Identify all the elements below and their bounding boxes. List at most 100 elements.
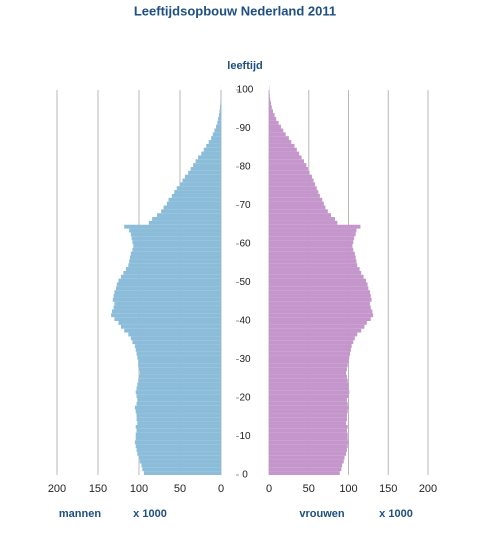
x-tick-label: 50 xyxy=(174,483,186,495)
bar xyxy=(269,371,346,375)
bar xyxy=(269,109,273,113)
bar xyxy=(269,244,352,248)
bar xyxy=(137,413,221,417)
bar xyxy=(269,236,354,240)
bar xyxy=(137,386,221,390)
bar xyxy=(269,410,348,414)
bar xyxy=(269,202,324,206)
bar xyxy=(119,279,222,283)
bar xyxy=(136,410,221,414)
bar xyxy=(114,306,221,310)
chart-title: Leeftijdsopbouw Nederland 2011 xyxy=(134,3,336,18)
y-tick-label: 60 xyxy=(239,239,251,250)
bar xyxy=(157,213,221,217)
bar xyxy=(269,105,272,109)
bar xyxy=(269,144,294,148)
bar xyxy=(269,182,315,186)
bar xyxy=(114,290,221,294)
legend-label: mannen xyxy=(59,508,101,520)
bar xyxy=(114,294,221,298)
bar xyxy=(131,252,221,256)
bar xyxy=(136,390,221,394)
bar xyxy=(269,117,276,121)
bar xyxy=(136,433,221,437)
bar xyxy=(269,294,371,298)
y-tick-label: 30 xyxy=(239,354,251,365)
bar xyxy=(185,175,221,179)
bar xyxy=(206,144,221,148)
bar xyxy=(124,225,221,229)
bar xyxy=(135,344,221,348)
bar xyxy=(141,463,221,467)
bar xyxy=(269,344,352,348)
bar xyxy=(177,186,221,190)
bar xyxy=(209,140,221,144)
bar xyxy=(124,329,221,333)
bar xyxy=(135,406,221,410)
y-tick-label: 50 xyxy=(239,277,251,288)
bar xyxy=(121,275,221,279)
bar xyxy=(216,125,221,129)
bar xyxy=(269,302,370,306)
bar xyxy=(269,352,350,356)
y-axis-label: leeftijd xyxy=(227,60,262,72)
bar xyxy=(138,379,221,383)
bar xyxy=(269,279,366,283)
bar xyxy=(269,367,347,371)
unit-label: x 1000 xyxy=(379,508,413,520)
bar xyxy=(269,437,348,441)
legend-label: vrouwen xyxy=(299,508,345,520)
bar xyxy=(269,325,364,329)
bar xyxy=(140,371,221,375)
bar xyxy=(269,102,271,106)
bar xyxy=(269,286,368,290)
bar xyxy=(269,167,308,171)
y-tick-label: 100 xyxy=(237,85,254,96)
bar xyxy=(198,155,221,159)
bar xyxy=(136,444,221,448)
bar xyxy=(269,217,335,221)
bar xyxy=(269,163,306,167)
bar xyxy=(126,267,221,271)
bar xyxy=(137,383,221,387)
bar xyxy=(269,471,340,475)
bar xyxy=(140,460,221,464)
bar xyxy=(138,363,221,367)
x-tick-label: 200 xyxy=(419,483,437,495)
bar xyxy=(113,298,221,302)
bar xyxy=(214,129,221,133)
bar xyxy=(137,448,221,452)
x-tick-label: 0 xyxy=(218,483,224,495)
y-tick-label: 40 xyxy=(239,316,251,327)
bar xyxy=(269,271,361,275)
bar xyxy=(219,113,221,117)
bar xyxy=(269,429,347,433)
bar xyxy=(269,179,314,183)
bar xyxy=(269,159,304,163)
bar xyxy=(269,125,281,129)
bar xyxy=(269,221,337,225)
bar xyxy=(269,136,289,140)
bar xyxy=(269,379,348,383)
bar xyxy=(191,167,221,171)
bar xyxy=(172,194,221,198)
bar xyxy=(269,252,355,256)
bar xyxy=(269,363,348,367)
bar xyxy=(220,105,221,109)
bar xyxy=(269,309,372,313)
bar xyxy=(269,259,356,263)
bar xyxy=(269,340,353,344)
bar xyxy=(269,98,270,102)
bar xyxy=(269,360,349,364)
bar xyxy=(137,452,221,456)
bar xyxy=(269,306,371,310)
unit-label: x 1000 xyxy=(133,508,167,520)
bar xyxy=(269,356,349,360)
bar xyxy=(213,132,221,136)
bar xyxy=(137,398,221,402)
bar xyxy=(269,229,356,233)
bar xyxy=(149,221,221,225)
bar xyxy=(269,213,331,217)
x-tick-label: 150 xyxy=(379,483,397,495)
